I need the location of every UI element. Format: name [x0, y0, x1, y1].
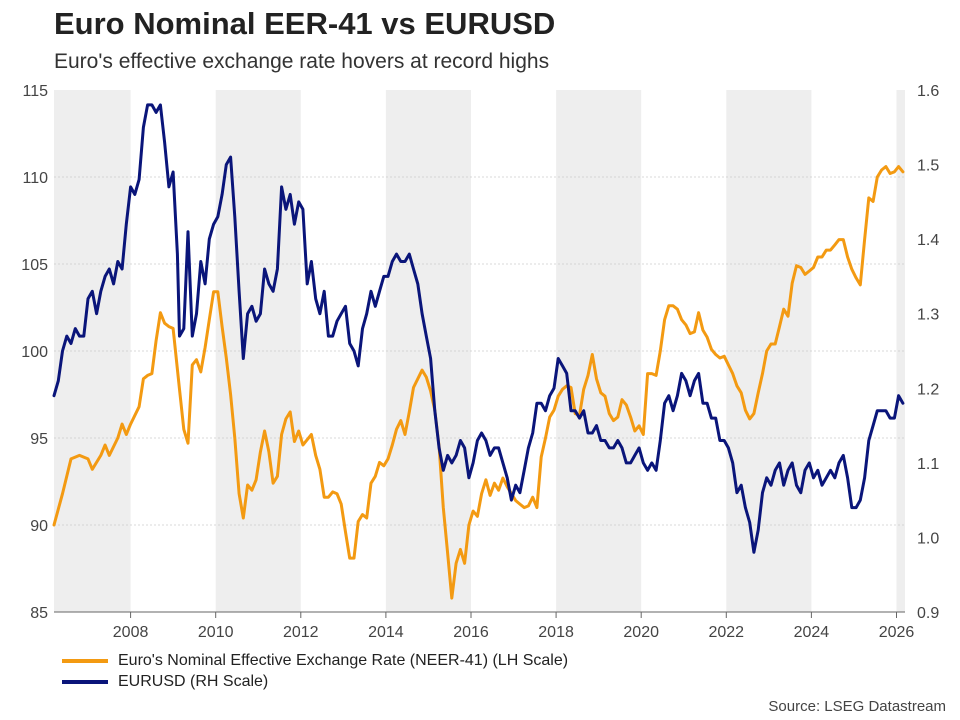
x-tick-label: 2010	[198, 624, 234, 641]
y-right-tick-label: 1.3	[917, 307, 939, 324]
legend: Euro's Nominal Effective Exchange Rate (…	[62, 650, 568, 692]
x-tick-label: 2022	[708, 624, 744, 641]
shaded-period	[896, 90, 905, 612]
shaded-period	[726, 90, 812, 612]
x-tick-label: 2018	[538, 624, 574, 641]
source-note: Source: LSEG Datastream	[768, 698, 946, 715]
legend-swatch-eurusd	[62, 679, 108, 684]
y-right-tick-label: 1.2	[917, 381, 939, 398]
y-right-tick-label: 1.0	[917, 530, 939, 547]
x-tick-label: 2014	[368, 624, 404, 641]
legend-swatch-neer	[62, 658, 108, 663]
chart-subtitle: Euro's effective exchange rate hovers at…	[54, 50, 550, 73]
y-right-tick-label: 1.4	[917, 232, 939, 249]
x-tick-label: 2012	[283, 624, 319, 641]
series-line-neer	[52, 165, 905, 600]
y-right-tick-label: 1.1	[917, 456, 939, 473]
legend-label-neer: Euro's Nominal Effective Exchange Rate (…	[118, 651, 569, 669]
y-left-tick-label: 90	[30, 518, 48, 535]
y-right-tick-label: 0.9	[917, 605, 939, 622]
y-right-tick-label: 1.6	[917, 83, 939, 100]
x-tick-label: 2008	[113, 624, 149, 641]
series-line-eurusd	[52, 103, 905, 554]
chart-title: Euro Nominal EER-41 vs EURUSD	[54, 6, 556, 41]
y-left-tick-label: 95	[30, 431, 48, 448]
x-tick-label: 2024	[794, 624, 830, 641]
x-tick-label: 2016	[453, 624, 489, 641]
y-right-tick-label: 1.5	[917, 158, 939, 175]
y-left-tick-label: 100	[21, 344, 48, 361]
y-left-tick-label: 85	[30, 605, 48, 622]
y-left-tick-label: 110	[22, 170, 48, 187]
legend-label-eurusd: EURUSD (RH Scale)	[118, 672, 269, 690]
legend-item-neer: Euro's Nominal Effective Exchange Rate (…	[62, 650, 568, 671]
legend-item-eurusd: EURUSD (RH Scale)	[62, 671, 568, 692]
x-tick-label: 2026	[879, 624, 915, 641]
y-left-tick-label: 115	[22, 83, 48, 100]
x-tick-label: 2020	[623, 624, 659, 641]
y-left-tick-label: 105	[21, 257, 48, 274]
